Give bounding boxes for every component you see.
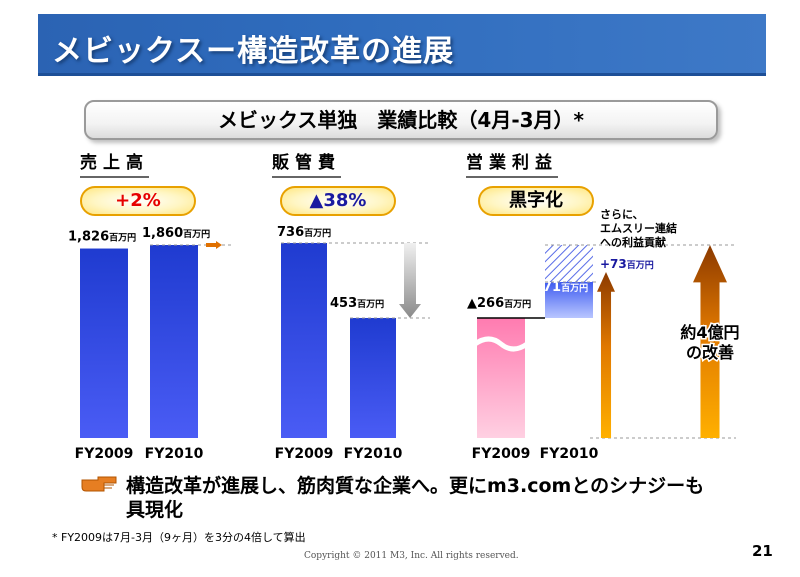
sales-bar-FY2009: [80, 248, 128, 438]
sga-change-pill: ▲38%: [280, 186, 396, 216]
sga-bar-FY2010: [350, 317, 396, 438]
page-number: 21: [752, 542, 773, 560]
op-bar-FY2010: [545, 282, 593, 318]
op-improvement-arrow: [693, 244, 727, 438]
op-extra-value-label: +73百万円: [600, 257, 654, 271]
sales-bar-FY2010: [150, 245, 198, 438]
sales-category-FY2010: FY2010: [145, 446, 204, 462]
conclusion-text: 構造改革が進展し、筋肉質な企業へ。更にm3.comとのシナジーも具現化: [126, 475, 705, 521]
copyright: Copyright © 2011 M3, Inc. All rights res…: [304, 551, 519, 561]
pointing-hand-icon: [81, 476, 117, 492]
op-improvement-line1: 約4億円: [680, 323, 739, 342]
sales-up-mini-arrow: [206, 241, 222, 249]
section-label-sales: 売上高: [80, 148, 149, 178]
op-change-pill: 黒字化: [478, 186, 594, 216]
op-bar-consolidated-contribution: [545, 244, 593, 282]
section-label-sga: 販管費: [272, 148, 341, 178]
op-value-label-FY2010: 71百万円: [543, 280, 588, 295]
sales-category-FY2009: FY2009: [75, 446, 134, 462]
op-contribution-arrow: [597, 272, 615, 438]
page-title: メビックスー構造改革の進展: [52, 34, 455, 69]
sga-down-arrow: [399, 243, 421, 318]
sga-category-FY2010: FY2010: [344, 446, 403, 462]
op-category-FY2010: FY2010: [540, 446, 599, 462]
op-extra-label-line1: さらに、: [600, 208, 644, 221]
sga-value-label-FY2009: 736百万円: [277, 225, 331, 240]
sga-bar-FY2009: [281, 243, 327, 438]
op-axis-break: [473, 336, 529, 352]
chart-subtitle: メビックス単独 業績比較（4月-3月）*: [84, 100, 718, 140]
footnote: * FY2009は7月-3月（9ヶ月）を3分の4倍して算出: [52, 531, 306, 544]
section-label-op: 営業利益: [466, 148, 558, 178]
op-bar-FY2009: [477, 318, 525, 438]
op-extra-label-line2: エムスリー連結: [600, 221, 677, 235]
op-improvement-line2: の改善: [686, 343, 734, 362]
sga-category-FY2009: FY2009: [275, 446, 334, 462]
op-extra-label-line3: への利益貢献: [600, 235, 666, 249]
op-category-FY2009: FY2009: [472, 446, 531, 462]
sga-value-label-FY2010: 453百万円: [330, 296, 384, 311]
title-bar: メビックスー構造改革の進展: [38, 14, 766, 76]
sales-value-label-FY2010: 1,860百万円: [142, 226, 210, 241]
sales-value-label-FY2009: 1,826百万円: [68, 230, 136, 245]
op-value-label-FY2009: ▲266百万円: [467, 296, 531, 311]
sales-change-pill: +2%: [80, 186, 196, 216]
